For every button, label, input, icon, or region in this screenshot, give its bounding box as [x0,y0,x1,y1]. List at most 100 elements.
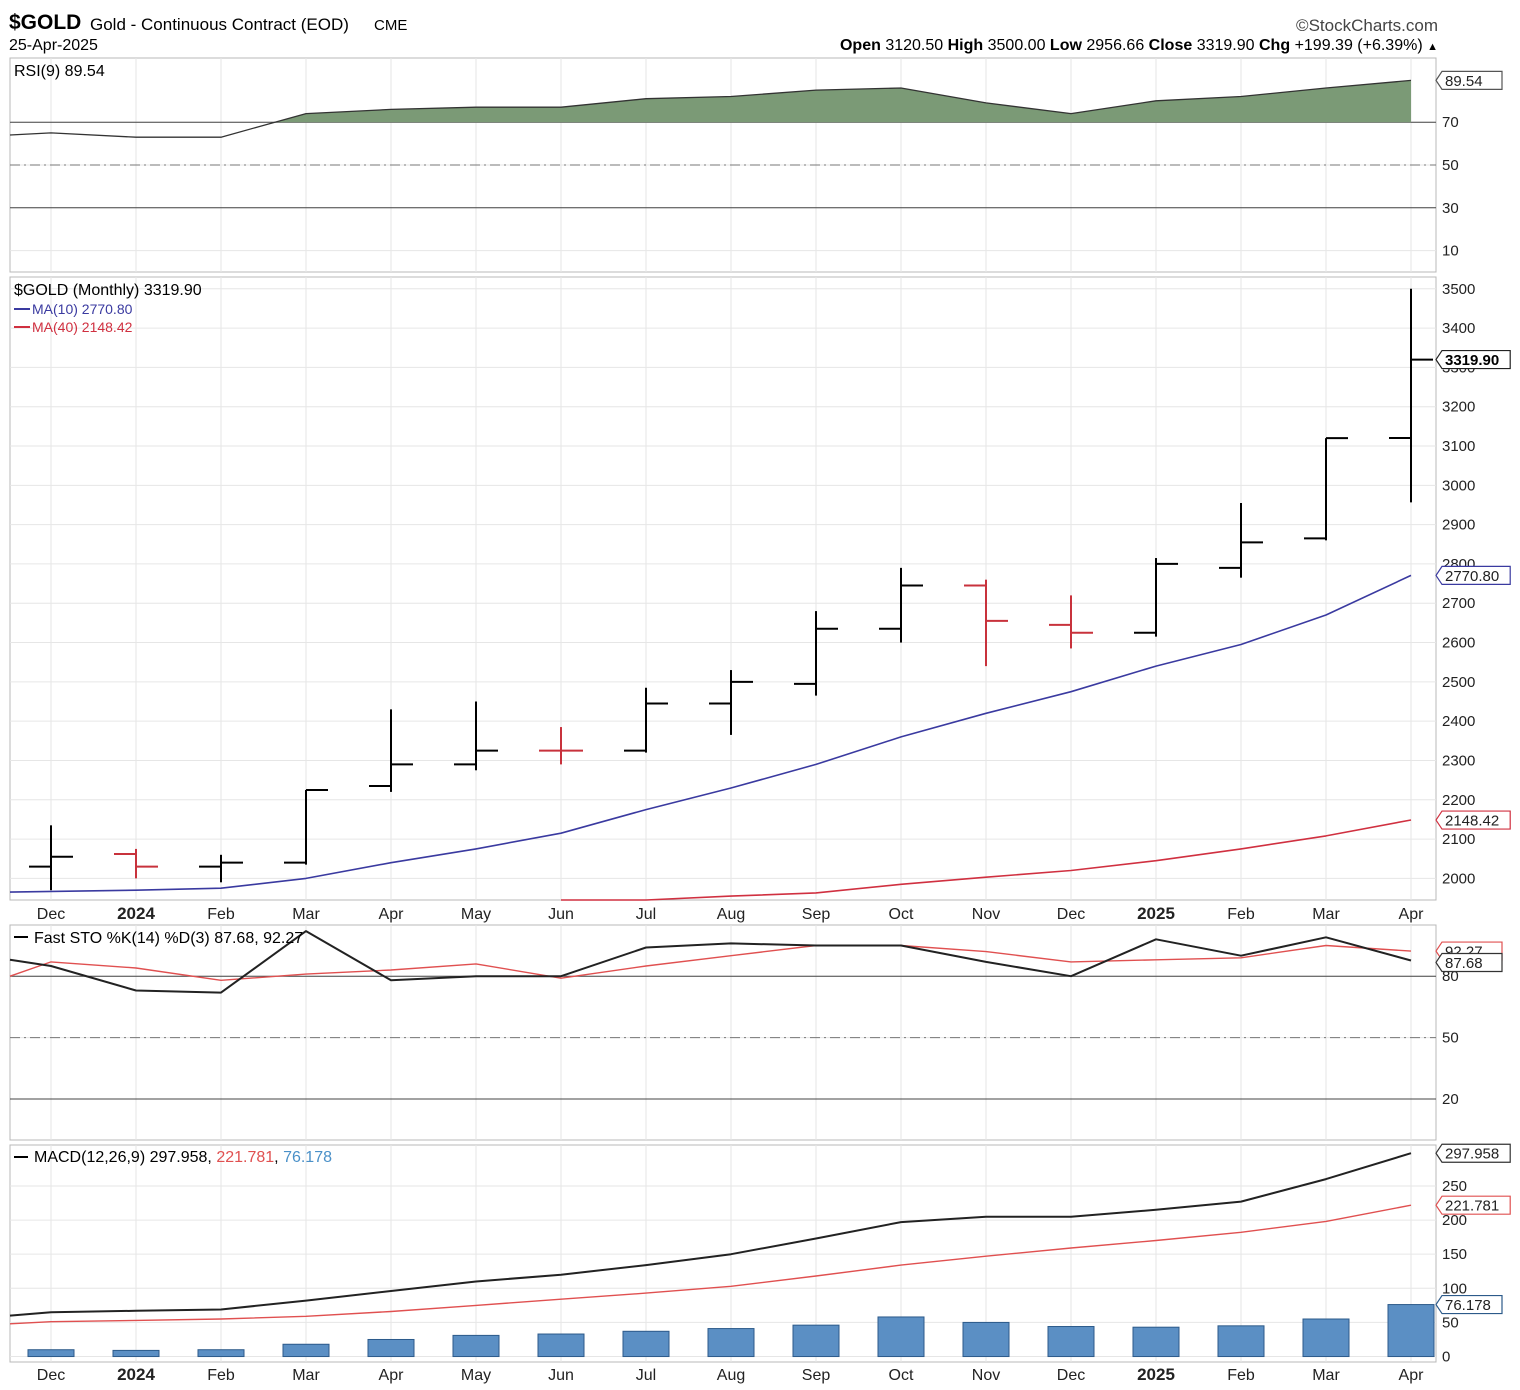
high-value: 3500.00 [987,37,1046,54]
rsi-tick-label: 10 [1442,243,1459,260]
instrument-title: Gold - Continuous Contract (EOD) [90,15,349,34]
x-tick-label: Jun [548,1367,574,1384]
macd-current-label-box [1435,1143,1511,1163]
price-tick-label: 2000 [1442,870,1475,887]
x-tick-label: Feb [207,906,235,923]
price-tick-label: 2600 [1442,635,1475,652]
chg-label: Chg [1259,37,1291,54]
sto-tick-label: 80 [1442,968,1459,985]
price-tick-label: 3400 [1442,320,1475,337]
ma10-current-label-box [1435,565,1511,586]
x-tick-label: Jun [548,906,574,923]
symbol: $GOLD [9,11,82,34]
x-tick-label: Feb [207,1367,235,1384]
x-tick-label: Nov [972,1367,1000,1384]
x-tick-label: Dec [37,1367,65,1384]
rsi-current-label: 89.54 [1445,73,1483,90]
x-tick-label: Sep [802,1367,831,1384]
macd-tick-label: 200 [1442,1212,1467,1229]
price-legend: $GOLD (Monthly) 3319.90 [14,282,202,299]
macd-legend-hist: 76.178 [283,1149,332,1166]
low-value: 2956.66 [1086,37,1145,54]
rsi-line [9,79,1412,138]
rsi-tick-label: 30 [1442,200,1459,217]
close-value: 3319.90 [1196,37,1255,54]
macd-histogram-bar [622,1330,670,1358]
macd-signal-current-label-box [1435,1195,1511,1215]
x-tick-label: 2024 [117,1365,155,1384]
macd-hist-current-label-box [1435,1294,1503,1315]
macd-frame [9,1144,1437,1363]
x-tick-label: Feb [1227,1367,1255,1384]
macd-hist-current-label: 76.178 [1445,1297,1491,1314]
macd-signal-current-label: 221.781 [1445,1198,1499,1215]
macd-histogram-bar [1132,1326,1180,1358]
macd-histogram-bar [877,1316,925,1358]
rsi-tick-label: 70 [1442,114,1459,131]
x-tick-label: Apr [379,1367,405,1384]
sto-k-line [9,930,1412,994]
x-tick-label: Mar [292,906,320,923]
x-tick-label: Dec [37,906,65,923]
price-tick-label: 3200 [1442,399,1475,416]
x-tick-label: 2024 [117,904,155,923]
ma40-line [561,819,1412,901]
ma40-current-label-box [1435,810,1511,830]
exchange: CME [374,17,408,34]
price-tick-label: 2900 [1442,517,1475,534]
macd-histogram-bar [1387,1304,1435,1358]
macd-histogram-bar [112,1349,160,1358]
x-tick-label: May [461,1367,491,1384]
sto-legend: Fast STO %K(14) %D(3) 87.68, 92.27 [34,930,303,947]
price-current-label-box [1435,349,1511,370]
sto-k-current-label: 87.68 [1445,955,1483,972]
price-tick-label: 3000 [1442,477,1475,494]
x-tick-label: Nov [972,906,1000,923]
macd-tick-label: 50 [1442,1314,1459,1331]
price-tick-label: 2200 [1442,792,1475,809]
x-tick-label: Mar [1312,1367,1340,1384]
x-tick-label: 2025 [1137,1365,1175,1384]
macd-histogram-bar [452,1334,500,1358]
x-tick-label: Aug [717,906,745,923]
high-label: High [947,37,984,54]
sto-tick-label: 50 [1442,1030,1459,1047]
x-tick-label: Apr [379,906,405,923]
open-value: 3120.50 [885,37,944,54]
macd-histogram-bar [792,1324,840,1358]
macd-current-label: 297.958 [1445,1146,1499,1163]
chg-value: +199.39 (+6.39%) [1294,37,1423,54]
x-tick-label: Sep [802,906,831,923]
x-tick-label: Dec [1057,1367,1085,1384]
macd-signal-line [9,1204,1412,1325]
macd-histogram-bar [962,1321,1010,1358]
sto-tick-label: 20 [1442,1091,1459,1108]
x-tick-label: Apr [1399,906,1425,923]
x-tick-label: 2025 [1137,904,1175,923]
ohlc-readout: Open 3120.50 High 3500.00 Low 2956.66 Cl… [840,37,1438,55]
macd-histogram-bar [1047,1326,1095,1358]
price-panel: 2000210022002300240025002600270028002900… [9,276,1511,901]
price-tick-label: 3500 [1442,281,1475,298]
rsi-legend: RSI(9) 89.54 [14,63,105,80]
macd-histogram-bar [1217,1325,1265,1358]
price-tick-label: 2100 [1442,831,1475,848]
sto-k-current-label-box [1435,952,1503,973]
macd-histogram-bar [197,1349,245,1358]
rsi-panel: 10 30 50 70 RSI(9) 89.54 89.54 [9,57,1503,273]
up-arrow-icon: ▲ [1427,41,1438,53]
brand-logo[interactable]: ©StockCharts.com [1296,16,1438,35]
price-current-label: 3319.90 [1445,352,1499,369]
stochastic-panel: 20 50 80 Fast STO %K(14) %D(3) 87.68, 92.27… [9,924,1503,1141]
x-tick-label: Mar [292,1367,320,1384]
macd-histogram-bar [707,1328,755,1358]
macd-tick-label: 150 [1442,1246,1467,1263]
x-tick-label: Mar [1312,906,1340,923]
x-axis-labels: Dec 2024 Feb Mar Apr May Jun Jul Aug Sep Oct Nov Dec… [37,904,1424,1384]
sto-d-line [9,944,1412,981]
ma10-current-label: 2770.80 [1445,568,1499,585]
x-tick-label: Dec [1057,906,1085,923]
price-tick-label: 3100 [1442,438,1475,455]
rsi-current-label-box [1435,70,1503,90]
